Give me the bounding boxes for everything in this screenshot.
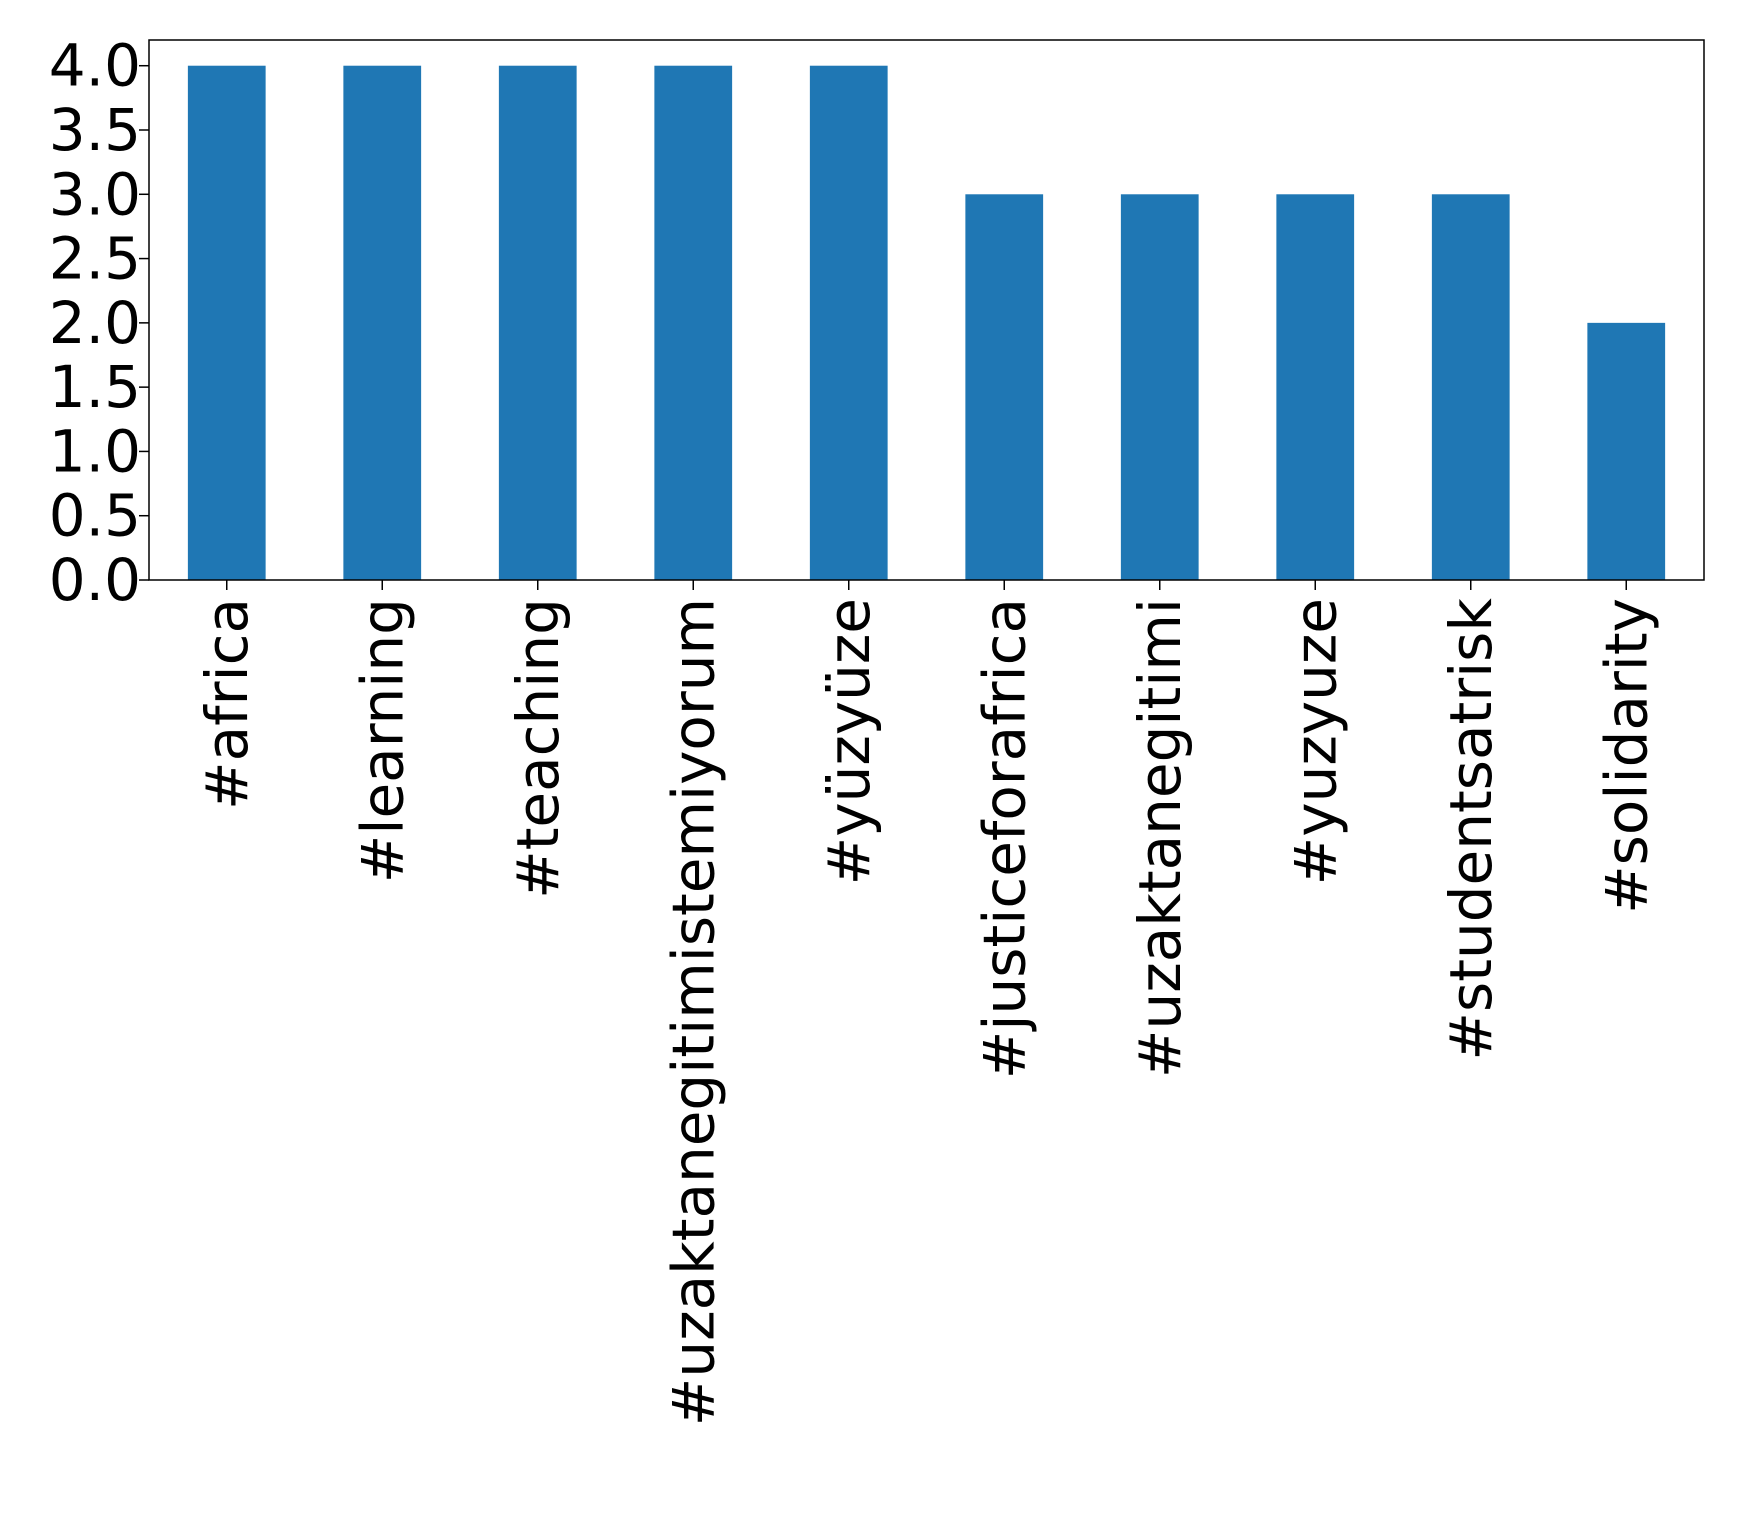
plot-frame — [148, 39, 1705, 581]
x-tick-label-6: #uzaktanegitimi — [1126, 598, 1194, 1078]
bar-1 — [343, 65, 422, 580]
bar-6 — [1120, 194, 1199, 581]
x-tick-label-4: #yüzyüze — [815, 598, 883, 885]
bar-9 — [1587, 322, 1666, 580]
y-tick-label-7: 3.5 — [49, 96, 141, 164]
y-tick-label-5: 2.5 — [49, 225, 141, 293]
x-tick-label-8: #studentsatrisk — [1437, 598, 1505, 1061]
x-tick-label-7: #yuzyuze — [1281, 598, 1349, 885]
y-tick-label-1: 0.5 — [49, 482, 141, 550]
x-tick-label-5: #justiceforafrica — [970, 598, 1038, 1079]
bar-7 — [1276, 194, 1355, 581]
x-tick-label-2: #teaching — [504, 598, 572, 899]
x-axis: #africa #learning #teaching #uzaktanegitimi… — [193, 580, 1660, 1426]
y-tick-label-0: 0.0 — [49, 546, 141, 614]
bar-3 — [654, 65, 733, 580]
y-tick-label-3: 1.5 — [49, 353, 141, 421]
bars-group — [187, 65, 1666, 581]
bar-2 — [498, 65, 577, 580]
x-tick-label-3: #uzaktanegitimistemiyorum — [659, 598, 727, 1426]
y-tick-label-4: 2.0 — [49, 289, 141, 357]
y-axis: 0.00.51.01.52.02.53.03.54.0 — [49, 32, 149, 614]
bar-5 — [965, 194, 1044, 581]
x-tick-label-9: #solidarity — [1592, 598, 1660, 914]
bar-0 — [187, 65, 266, 580]
y-tick-label-2: 1.0 — [49, 417, 141, 485]
x-tick-label-1: #learning — [348, 598, 416, 883]
y-tick-label-8: 4.0 — [49, 32, 141, 100]
bar-8 — [1431, 194, 1510, 581]
bar-4 — [809, 65, 888, 580]
y-tick-label-6: 3.0 — [49, 160, 141, 228]
x-tick-label-0: #africa — [193, 598, 261, 810]
